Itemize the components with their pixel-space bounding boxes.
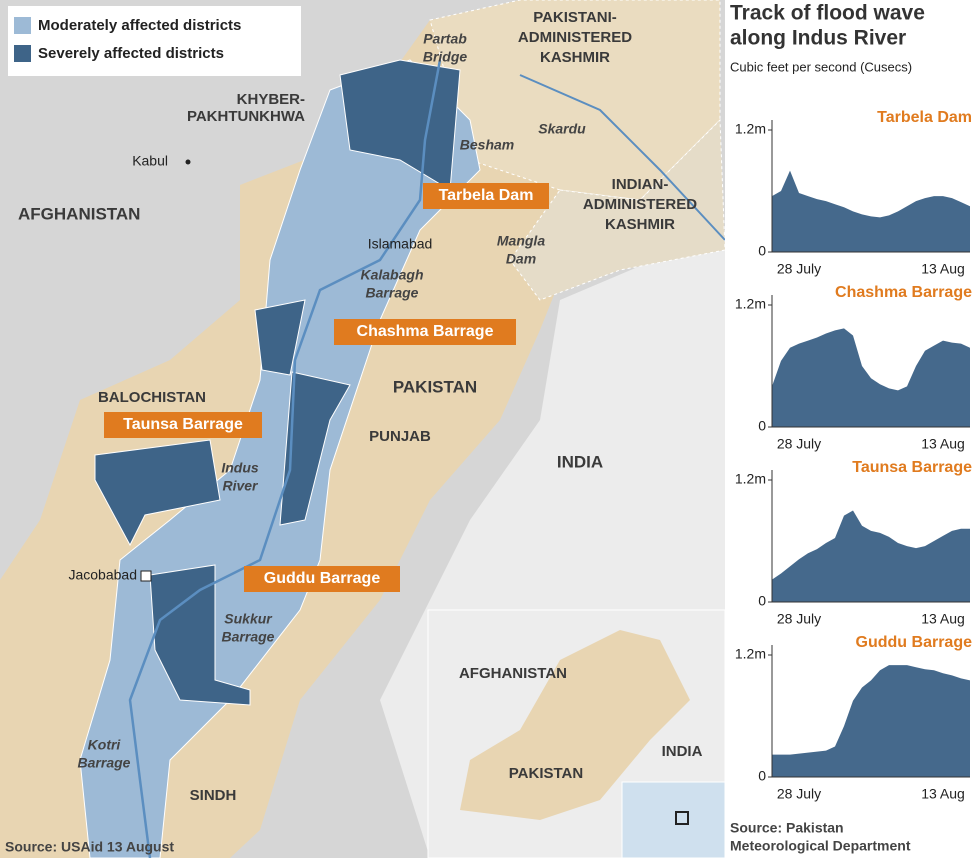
city-label: Jacobabad — [68, 567, 137, 583]
chart-title: Taunsa Barrage — [852, 459, 972, 476]
place-label: Kotri — [88, 737, 122, 753]
city-dot — [185, 159, 191, 165]
gauge-label: Tarbela Dam — [439, 187, 534, 204]
river — [519, 74, 726, 241]
x-tick-label: 28 July — [777, 436, 821, 452]
city-label: Kabul — [132, 153, 168, 169]
region-label: ADMINISTERED — [583, 196, 697, 213]
y-tick-label: 0 — [758, 593, 766, 609]
legend-swatch — [14, 17, 31, 34]
place-label: Barrage — [366, 285, 419, 301]
region-label: PUNJAB — [369, 428, 431, 445]
y-tick-label: 0 — [758, 768, 766, 784]
severe-districts — [94, 439, 221, 547]
inset-label: PAKISTAN — [509, 765, 583, 782]
gauge-box — [244, 566, 400, 592]
x-tick-label: 13 Aug — [921, 261, 965, 277]
place-label: River — [222, 478, 259, 494]
source: Source: Pakistan — [730, 820, 844, 836]
country-label: AFGHANISTAN — [18, 204, 140, 223]
y-tick-label: 1.2m — [735, 471, 766, 487]
region-label: SINDH — [190, 787, 237, 804]
x-tick-label: 28 July — [777, 786, 821, 802]
severe-districts — [254, 299, 306, 376]
place-label: Barrage — [78, 755, 131, 771]
y-tick-label: 0 — [758, 243, 766, 259]
region-label: BALOCHISTAN — [98, 389, 206, 406]
gauge-box — [423, 183, 549, 209]
place-label: Bridge — [423, 49, 468, 65]
chart-title: Tarbela Dam — [877, 109, 972, 126]
gauge-label: Chashma Barrage — [357, 323, 494, 340]
legend-swatch — [14, 45, 31, 62]
place-label: Barrage — [222, 629, 275, 645]
x-tick-label: 28 July — [777, 261, 821, 277]
region-label: KASHMIR — [540, 49, 610, 66]
x-tick-label: 13 Aug — [921, 611, 965, 627]
panel-title: Track of flood wave — [730, 2, 925, 25]
city-marker — [140, 570, 152, 582]
x-tick-label: 13 Aug — [921, 436, 965, 452]
locator — [675, 811, 689, 825]
gauge-box — [104, 412, 262, 438]
place-label: Indus — [221, 460, 259, 476]
indian-kashmir — [509, 118, 726, 301]
country-label: INDIA — [557, 452, 603, 471]
inset-label: AFGHANISTAN — [459, 665, 567, 682]
source: Meteorological Department — [730, 838, 911, 854]
y-tick-label: 0 — [758, 418, 766, 434]
region-label: KHYBER- — [237, 91, 305, 108]
gauge-label: Guddu Barrage — [264, 570, 381, 587]
panel-subtitle: Cubic feet per second (Cusecs) — [730, 59, 912, 74]
region-label: PAKHTUNKHWA — [187, 108, 305, 125]
place-label: Partab — [423, 31, 467, 47]
place-label: Kalabagh — [360, 267, 423, 283]
region-label: ADMINISTERED — [518, 29, 632, 46]
inset-pakistan — [460, 630, 690, 820]
panel-title: along Indus River — [730, 27, 906, 50]
y-tick-label: 1.2m — [735, 121, 766, 137]
place-label: Mangla — [497, 233, 545, 249]
legend-box — [8, 6, 301, 76]
place-label: Skardu — [538, 121, 586, 137]
indus-river — [128, 59, 442, 858]
legend-label: Severely affected districts — [38, 45, 224, 62]
country-label: PAKISTAN — [393, 377, 477, 396]
world-inset — [621, 781, 726, 858]
chart-title: Guddu Barrage — [856, 634, 973, 651]
region-label: PAKISTANI- — [533, 9, 617, 26]
map — [0, 0, 726, 858]
source: Source: USAid 13 August — [5, 839, 174, 855]
area — [772, 510, 970, 602]
area — [772, 170, 970, 252]
gauge-label: Taunsa Barrage — [123, 416, 243, 433]
area — [772, 665, 970, 777]
area — [772, 328, 970, 427]
city-label: Islamabad — [368, 236, 433, 252]
inset-label: INDIA — [662, 743, 703, 760]
place-label: Dam — [506, 251, 536, 267]
place-label: Sukkur — [224, 611, 273, 627]
chart-title: Chashma Barrage — [835, 284, 972, 301]
region-label: KASHMIR — [605, 216, 675, 233]
legend-label: Moderately affected districts — [38, 17, 241, 34]
place-label: Besham — [460, 137, 514, 153]
severe-districts — [279, 371, 351, 526]
region-label: INDIAN- — [612, 176, 669, 193]
gauge-box — [334, 319, 516, 345]
x-tick-label: 28 July — [777, 611, 821, 627]
x-tick-label: 13 Aug — [921, 786, 965, 802]
y-tick-label: 1.2m — [735, 646, 766, 662]
severe-districts — [149, 564, 251, 706]
y-tick-label: 1.2m — [735, 296, 766, 312]
